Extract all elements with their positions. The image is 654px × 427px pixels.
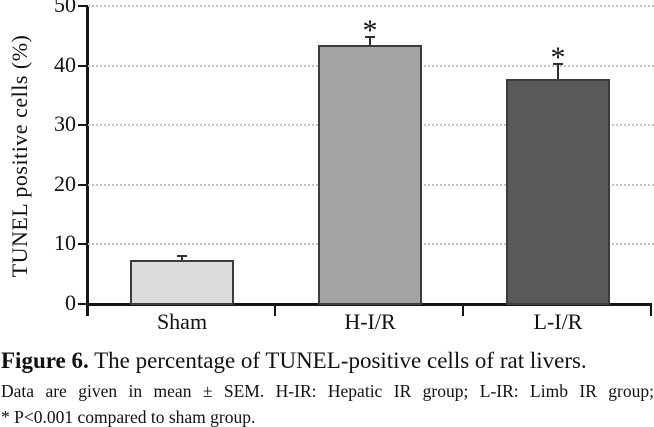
- y-tick-label: 30: [54, 111, 76, 136]
- footnote-line-2: * P<0.001 compared to sham group.: [1, 406, 256, 427]
- y-axis-line: [86, 5, 89, 316]
- x-tick: [274, 304, 276, 316]
- y-tick: [78, 184, 88, 186]
- tunel-bar-chart: TUNEL positive cells (%) 0 10 20 30 40 50 Sham…: [7, 0, 654, 334]
- bar-lir: [506, 79, 610, 305]
- y-tick: [78, 124, 88, 126]
- y-gridline: [88, 5, 654, 7]
- plot-area: 0 10 20 30 40 50 Sham * H-I/R * L-I/R: [54, 0, 654, 334]
- y-tick: [78, 65, 88, 67]
- error-bar-lir: [557, 64, 559, 79]
- x-category-label-hir: H-I/R: [344, 309, 396, 334]
- y-tick-label: 0: [65, 290, 76, 315]
- error-bar-cap-hir: [365, 36, 375, 38]
- footnote-line-1: Data are given in mean ± SEM. H-IR: Hepa…: [1, 380, 654, 401]
- caption-text: The percentage of TUNEL-positive cells o…: [88, 348, 587, 373]
- y-tick-label: 20: [54, 171, 76, 196]
- significance-asterisk-lir: *: [550, 41, 566, 74]
- caption-number: Figure 6.: [1, 348, 89, 373]
- y-tick: [78, 5, 88, 7]
- figure-caption: Figure 6. The percentage of TUNEL-positi…: [1, 347, 652, 376]
- error-bar-sham: [181, 256, 183, 260]
- bar-sham: [130, 260, 234, 305]
- bar-hir: [318, 45, 422, 305]
- x-category-label-sham: Sham: [156, 309, 208, 334]
- significance-asterisk-hir: *: [362, 14, 378, 47]
- x-tick: [650, 304, 652, 316]
- y-tick-label: 40: [54, 52, 76, 77]
- y-tick: [78, 243, 88, 245]
- error-bar-hir: [369, 37, 371, 45]
- x-tick: [462, 304, 464, 316]
- error-bar-cap-lir: [553, 63, 563, 65]
- y-tick-label: 10: [54, 230, 76, 255]
- error-bar-cap-sham: [177, 255, 187, 257]
- y-tick: [78, 303, 88, 305]
- y-tick-label: 50: [54, 0, 76, 17]
- x-category-label-lir: L-I/R: [533, 309, 583, 334]
